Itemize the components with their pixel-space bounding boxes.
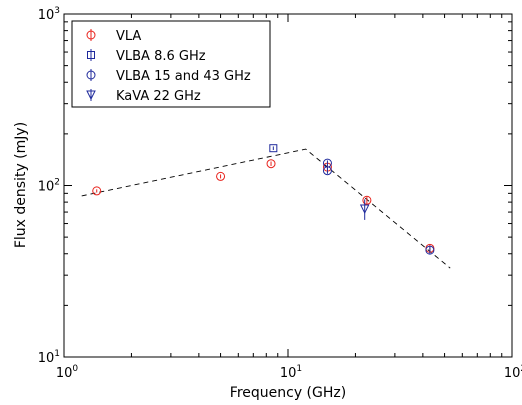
- data-point: [359, 204, 370, 215]
- data-point: [216, 171, 226, 181]
- x-tick-labels: 100 101 102: [56, 364, 522, 381]
- y-tick-label: 102: [38, 178, 60, 195]
- data-point: [425, 245, 435, 255]
- y-tick-label: 103: [38, 6, 60, 23]
- data-point: [322, 166, 332, 176]
- x-tick-label: 102: [504, 364, 522, 381]
- data-points: [92, 144, 435, 255]
- y-tick-label: 101: [38, 349, 60, 366]
- x-tick-label: 100: [56, 364, 79, 381]
- data-point: [362, 195, 372, 205]
- y-tick-labels: 101 102 103: [38, 6, 60, 366]
- axis-ticks: [63, 13, 513, 358]
- legend-label: KaVA 22 GHz: [116, 89, 201, 104]
- x-tick-label: 101: [280, 364, 302, 381]
- legend-marker: [86, 30, 96, 40]
- legend-items: VLA VLBA 8.6 GHz VLBA 15 and 43 GHz KaVA 22…: [86, 29, 251, 104]
- data-point: [266, 159, 276, 169]
- legend-label: VLA: [116, 29, 141, 44]
- y-axis-label: Flux density (mJy): [13, 122, 29, 248]
- legend-marker: [87, 51, 95, 59]
- data-point: [92, 186, 102, 196]
- legend-marker: [86, 90, 96, 101]
- legend-box: [71, 20, 271, 108]
- legend: VLA VLBA 8.6 GHz VLBA 15 and 43 GHz KaVA 22…: [71, 20, 271, 108]
- x-axis-label: Frequency (GHz): [230, 385, 346, 401]
- fit-line: [81, 148, 451, 269]
- legend-label: VLBA 8.6 GHz: [116, 49, 206, 64]
- legend-label: VLBA 15 and 43 GHz: [116, 69, 251, 84]
- data-point: [269, 144, 278, 153]
- legend-marker: [86, 70, 96, 80]
